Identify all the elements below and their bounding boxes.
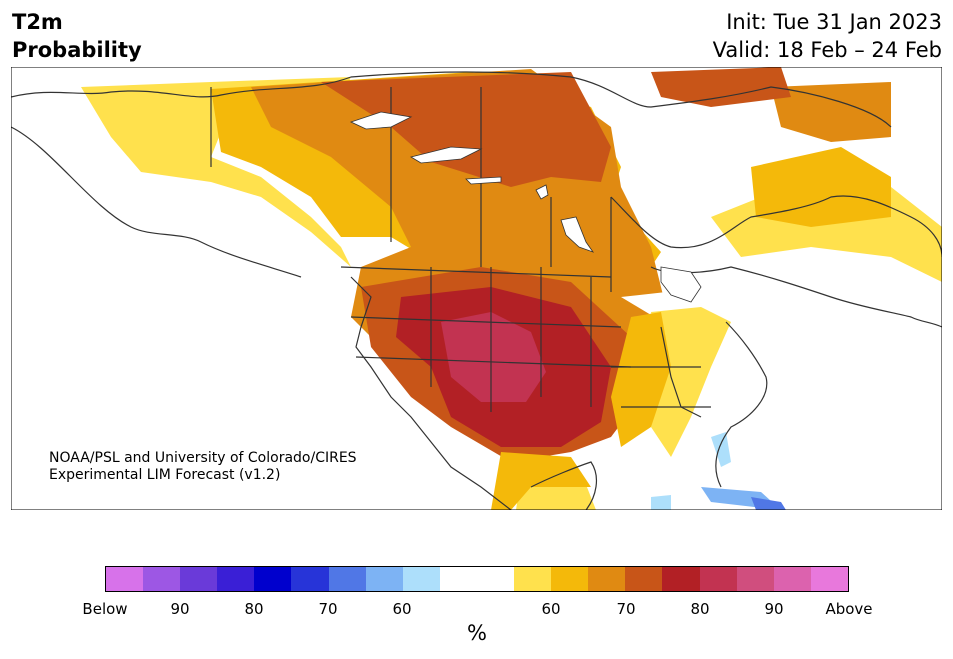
colorbar-segment (588, 567, 626, 591)
colorbar-segment (476, 567, 515, 591)
colorbar-segment (328, 567, 366, 591)
colorbar-segment (402, 567, 440, 591)
colorbar-segment (143, 567, 181, 591)
valid-range: Valid: 18 Feb – 24 Feb (712, 38, 942, 62)
colorbar-segment (699, 567, 737, 591)
colorbar-segment (736, 567, 774, 591)
colorbar-tick: Above (825, 600, 873, 618)
colorbar-segment (254, 567, 292, 591)
credit-text: NOAA/PSL and University of Colorado/CIRE… (49, 450, 357, 484)
colorbar-segment (551, 567, 589, 591)
colorbar-segment (217, 567, 255, 591)
band-cuba-dark (751, 497, 786, 510)
band-mexico-orange (491, 452, 591, 510)
colorbar-segment (291, 567, 329, 591)
colorbar-tick: 60 (541, 600, 561, 618)
colorbar-tick: 80 (244, 600, 264, 618)
colorbar-segment (106, 567, 144, 591)
band-max (441, 312, 546, 402)
forecast-dates: Init: Tue 31 Jan 2023 Valid: 18 Feb – 24… (713, 8, 942, 64)
colorbar-segment (439, 567, 477, 591)
colorbar-tick: 90 (170, 600, 190, 618)
colorbar-tick: Below (82, 600, 128, 618)
band-50-60-east (651, 307, 731, 457)
band-greenland-north (651, 67, 791, 107)
colorbar-unit: % (467, 621, 487, 645)
colorbar-segment (662, 567, 700, 591)
band-east-canada-dark (771, 82, 891, 142)
band-bahamas-light (651, 495, 671, 510)
credit-line-2: Experimental LIM Forecast (v1.2) (49, 467, 281, 483)
colorbar-tick: 70 (616, 600, 636, 618)
colorbar-tick: 70 (318, 600, 338, 618)
borders (11, 71, 942, 510)
colorbar-tick: 60 (392, 600, 412, 618)
colorbar-segment (514, 567, 552, 591)
band-60-70-east (611, 312, 671, 447)
colorbar (105, 566, 849, 592)
colorbar-segment (810, 567, 848, 591)
title-variable: T2m (12, 10, 63, 34)
colorbar-segment (773, 567, 811, 591)
colorbar-segment (625, 567, 663, 591)
map-title: T2m Probability (12, 8, 142, 64)
colorbar-tick: 90 (764, 600, 784, 618)
credit-line-1: NOAA/PSL and University of Colorado/CIRE… (49, 450, 357, 466)
band-florida-blue (711, 432, 731, 467)
title-quantity: Probability (12, 38, 142, 62)
probability-map (11, 67, 942, 510)
colorbar-segment (180, 567, 218, 591)
band-50-60-west (81, 77, 351, 267)
lakes (349, 111, 702, 303)
band-east-canada-orange (751, 147, 891, 227)
init-date: Init: Tue 31 Jan 2023 (726, 10, 942, 34)
colorbar-tick: 80 (690, 600, 710, 618)
colorbar-segment (365, 567, 403, 591)
